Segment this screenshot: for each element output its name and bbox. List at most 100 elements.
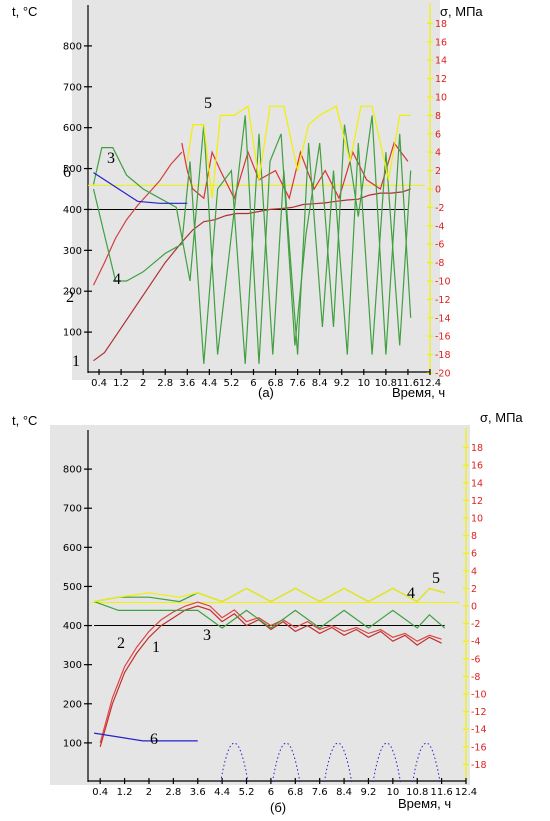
panel-a-series-5-line	[186, 105, 411, 199]
panel-b-y-tick-label: 600	[63, 543, 82, 554]
panel-b-x-tick-label: 12.4	[455, 787, 477, 798]
panel-b-x-tick-label: 1.2	[117, 787, 133, 798]
panel-b-y2-tick-label: -10	[471, 690, 487, 701]
panel-a-x-tick-label: 6.8	[268, 378, 284, 389]
panel-a-caption: (а)	[258, 385, 274, 400]
panel-b-y2-tick-label: -12	[471, 707, 487, 718]
panel-b-y2-tick-label: -6	[471, 654, 480, 665]
panel-b-series-6-line	[94, 732, 198, 742]
panel-b-curve-label-5: 5	[432, 570, 440, 587]
panel-a-x-tick-label: 3.6	[179, 378, 195, 389]
panel-a-x-tick-label: 4.4	[201, 378, 217, 389]
panel-b-y-tick-label: 200	[63, 699, 82, 710]
panel-b-caption: (б)	[270, 800, 286, 815]
panel-b-y2-tick-label: 2	[471, 584, 477, 595]
panel-a-x-tick-label: 10.8	[375, 378, 397, 389]
panel-b-curve-label-6: 6	[150, 731, 158, 748]
panel-b-x-tick-label: 9.2	[360, 787, 376, 798]
panel-b-x-tick-label: 0.4	[92, 787, 108, 798]
panel-a-x-tick-label: 7.6	[290, 378, 306, 389]
panel-b-y-tick-label: 100	[63, 738, 82, 749]
panel-a-curve-label-3: 3	[107, 150, 115, 167]
panel-b-x-tick-label: 3.6	[190, 787, 206, 798]
panel-a-y2-tick-label: 14	[435, 56, 447, 67]
panel-a-x-tick-label: 12.4	[419, 378, 441, 389]
panel-a-series-4-line	[92, 133, 412, 364]
panel-a-y-tick-label: 200	[63, 287, 82, 298]
panel-b-y2-tick-label: 14	[471, 478, 483, 489]
panel-b-x-tick-label: 5.2	[239, 787, 255, 798]
panel-b-y-tick-label: 300	[63, 660, 82, 671]
panel-a-y2-tick-label: 2	[435, 166, 441, 177]
panel-a-y-tick-label: 800	[63, 41, 82, 52]
panel-a-left-unit: t, °C	[12, 4, 37, 19]
panel-a-y2-tick-label: -16	[435, 332, 451, 343]
panel-a-x-tick-label: 8.4	[312, 378, 328, 389]
panel-a-y2-tick-label: -8	[435, 258, 444, 269]
panel-b-y2-tick-label: -18	[471, 760, 487, 771]
panel-a-x-label: Время, ч	[392, 385, 445, 400]
panel-b-curve-label-2: 2	[117, 635, 125, 652]
panel-a-curve-label-2: 2	[66, 289, 74, 306]
panel-b-x-tick-label: 8.4	[336, 787, 352, 798]
panel-a-series-6-line	[93, 172, 188, 204]
panel-b-x-tick-label: 10	[386, 787, 399, 798]
panel-a-y2-tick-label: -4	[435, 221, 444, 232]
panel-b-y-tick-label: 800	[63, 465, 82, 476]
panel-a-right-unit: σ, МПа	[440, 4, 483, 19]
panel-a-y2-tick-label: -12	[435, 295, 451, 306]
panel-a-y2-tick-label: 6	[435, 129, 441, 140]
panel-b-y-tick-label: 500	[63, 582, 82, 593]
panel-b-y2-tick-label: -14	[471, 725, 487, 736]
panel-b-curve-label-3: 3	[203, 627, 211, 644]
panel-b-y2-tick-label: -2	[471, 619, 480, 630]
panel-a-y2-tick-label: 8	[435, 111, 441, 122]
panel-b-y2-tick-label: 6	[471, 549, 477, 560]
panel-b-x-tick-label: 6.8	[287, 787, 303, 798]
panel-b-series-2-line	[99, 601, 442, 744]
panel-a-y-tick-label: 300	[63, 246, 82, 257]
panel-a-x-tick-label: 0.4	[91, 378, 107, 389]
panel-a-series-3-line	[92, 115, 412, 364]
panel-a-y-tick-label: 700	[63, 82, 82, 93]
panel-b-y2-tick-label: 18	[471, 443, 483, 454]
panel-b-y2-tick-label: 10	[471, 514, 483, 525]
panel-a-curve-label-1: 1	[72, 353, 80, 370]
panel-a-y-tick-label: 500	[63, 164, 82, 175]
panel-b-curve-label-4: 4	[407, 585, 415, 602]
panel-a-series-2-line	[92, 151, 183, 286]
panel-b-y2-tick-label: 12	[471, 496, 483, 507]
panel-a-y-tick-label: 100	[63, 328, 82, 339]
panel-a-y2-tick-label: 0	[435, 185, 441, 196]
panel-b-y2-tick-label: 8	[471, 531, 477, 542]
panel-b-y-tick-label: 700	[63, 504, 82, 515]
panel-b-x-tick-label: 11.6	[430, 787, 452, 798]
panel-b-right-unit: σ, МПа	[480, 410, 523, 425]
panel-a-y2-tick-label: 16	[435, 37, 447, 48]
panel-b-series-1-line	[99, 605, 442, 747]
panel-a-curve-label-4: 4	[113, 271, 121, 288]
panel-a-curve-label-5: 5	[204, 95, 212, 112]
panel-a-x-tick-label: 10	[357, 378, 370, 389]
panel-b-y2-tick-label: 4	[471, 566, 477, 577]
panel-b-series-3-line	[93, 601, 446, 629]
panel-a-y-tick-label: 400	[63, 205, 82, 216]
panel-b-y2-tick-label: 0	[471, 602, 477, 613]
panel-b-y2-tick-label: 16	[471, 461, 483, 472]
panel-a-x-tick-label: 1.2	[113, 378, 129, 389]
panel-a-y2-tick-label: -10	[435, 277, 451, 288]
panel-b-y-tick-label: 400	[63, 621, 82, 632]
panel-b-y2-tick-label: -8	[471, 672, 480, 683]
panel-b-left-unit: t, °C	[12, 413, 37, 428]
panel-b-curve-label-1: 1	[152, 639, 160, 656]
panel-a-y2-tick-label: 10	[435, 93, 447, 104]
panel-a-y-tick-label: 600	[63, 123, 82, 134]
panel-b-x-tick-label: 10.8	[406, 787, 428, 798]
panel-a-x-tick-label: 6	[250, 378, 256, 389]
panel-a-x-tick-label: 2.8	[157, 378, 173, 389]
panel-b-x-label: Время, ч	[398, 796, 451, 811]
panel-b-y2-tick-label: -4	[471, 637, 480, 648]
panel-b-x-tick-label: 2	[146, 787, 152, 798]
panel-a-y2-tick-label: 18	[435, 19, 447, 30]
